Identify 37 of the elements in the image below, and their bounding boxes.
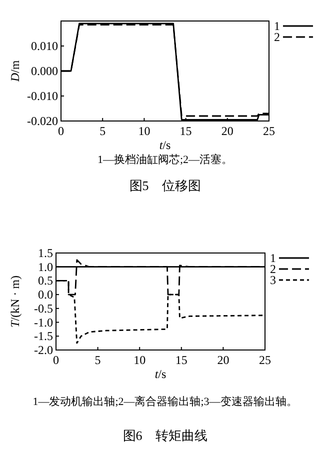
x-tick-label: 0 [53,353,59,367]
x-axis-title: t/s [154,367,166,381]
x-tick-label: 25 [263,124,275,138]
y-tick-label: 0.0 [38,288,53,302]
x-tick-label: 20 [217,353,230,367]
x-tick-label: 25 [259,353,271,367]
text: 1—发动机输出轴;2—离合器输出轴;3—变速器输出轴。 [32,395,298,408]
y-tick-label: -0.020 [27,114,58,128]
legend-label: 2 [274,30,280,44]
x-tick-label: 15 [175,353,188,367]
legend-label: 2 [270,262,276,276]
y-tick-label: -0.010 [27,89,58,103]
text: 1—换档油缸阀芯;2—活塞。 [97,153,233,166]
y-tick-label: -1.5 [34,329,53,344]
y-tick-label: 1.5 [38,246,53,260]
x-tick-label: 5 [94,353,101,367]
y-tick-label: 0.000 [31,64,58,78]
x-tick-label: 5 [100,124,106,138]
legend-label: 1 [274,19,280,33]
y-axis-title: T/(kN · m) [8,275,22,328]
x-tick-label: 10 [138,124,150,138]
x-tick-label: 15 [180,124,192,138]
x-tick-label: 0 [58,124,64,138]
text: 图6 转矩曲线 [122,428,208,443]
x-tick-label: 10 [134,353,146,367]
legend-label: 3 [270,273,276,287]
y-tick-label: 1.0 [38,260,53,274]
y-axis-title: D/m [8,60,22,83]
legend-label: 1 [270,251,276,265]
text: 图5 位移图 [129,178,201,193]
y-tick-label: -0.5 [34,301,53,316]
y-tick-label: -2.0 [34,343,53,357]
y-tick-label: 0.010 [31,39,58,53]
x-axis-title: t/s [159,138,171,152]
x-tick-label: 20 [221,124,234,138]
y-tick-label: -1.0 [34,315,53,330]
y-tick-label: 0.5 [38,274,53,288]
